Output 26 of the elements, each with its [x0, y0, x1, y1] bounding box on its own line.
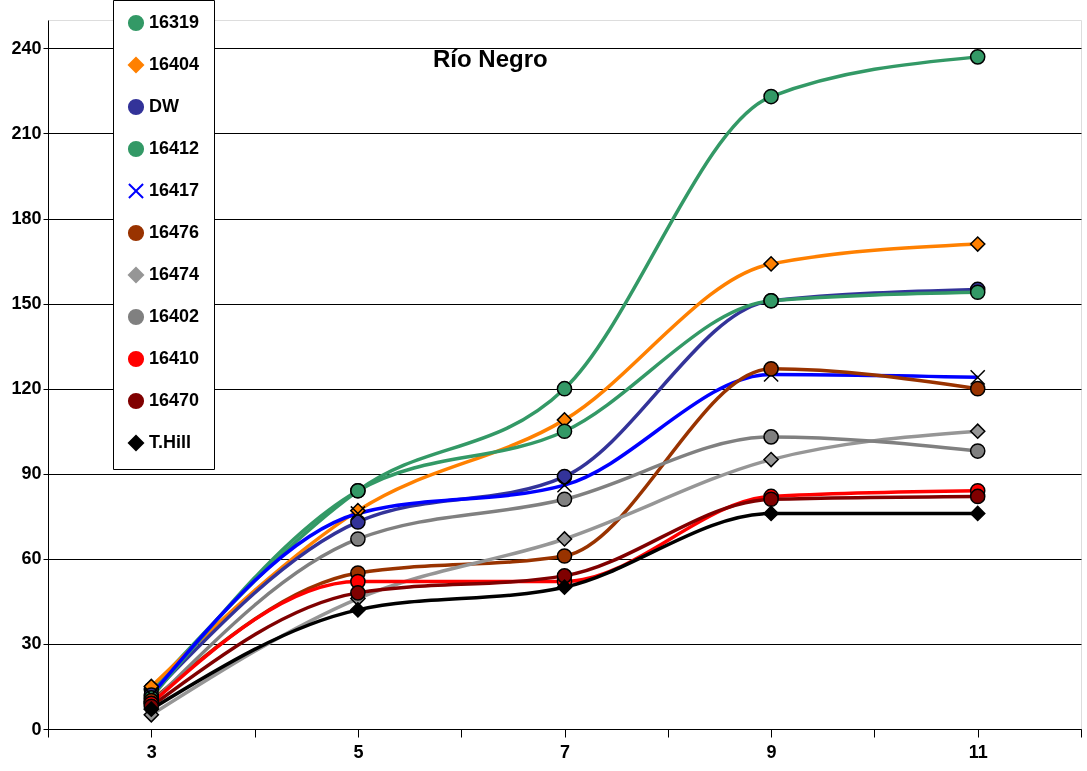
legend-label: 16404: [149, 54, 200, 74]
legend-label: 16402: [149, 306, 200, 326]
y-tick-label: 30: [21, 633, 42, 654]
legend-label: 16410: [149, 348, 200, 368]
y-tick-label: 0: [31, 718, 42, 739]
legend-label: 16417: [149, 180, 200, 200]
x-tick-label: 11: [968, 741, 988, 762]
legend-label: 16476: [149, 222, 200, 242]
x-tick-label: 5: [353, 741, 364, 762]
y-tick-label: 60: [21, 548, 42, 569]
text: Río Negro: [433, 45, 548, 72]
y-tick-label: 180: [11, 208, 42, 229]
y-tick-label: 120: [11, 378, 42, 399]
y-tick-label: 90: [21, 463, 42, 484]
y-tick-label: 150: [11, 293, 42, 314]
y-tick-label: 240: [11, 37, 42, 58]
x-tick-label: 3: [146, 741, 157, 762]
legend-label: T.Hill: [149, 432, 192, 452]
y-tick-label: 210: [11, 122, 42, 143]
x-tick-label: 9: [766, 741, 777, 762]
legend-label: DW: [149, 96, 179, 116]
legend-label: 16412: [149, 138, 200, 158]
legend-label: 16474: [149, 264, 200, 284]
legend-label: 16470: [149, 390, 200, 410]
legend-label: 16319: [149, 12, 200, 32]
x-tick-label: 7: [559, 741, 571, 762]
